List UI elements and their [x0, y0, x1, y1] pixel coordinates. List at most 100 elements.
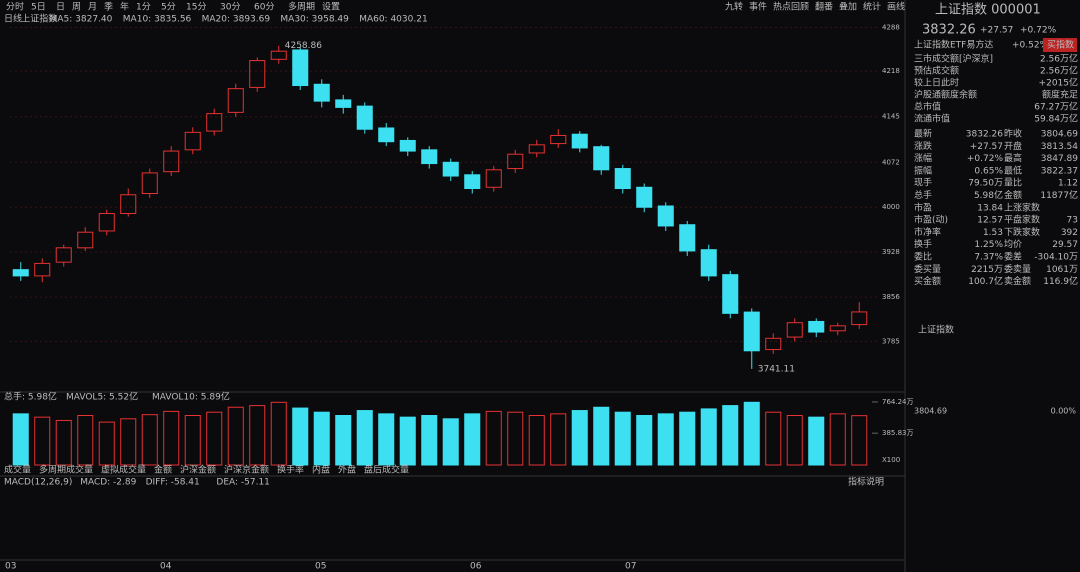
volume-bar [550, 413, 567, 466]
indicator-tab[interactable]: 多周期成交量 [39, 464, 93, 476]
y-tick-label: 764.24万 [882, 398, 914, 406]
toolbar-button[interactable]: 15分 [186, 2, 206, 13]
toolbar-button[interactable]: 年 [120, 1, 129, 13]
indicator-tab[interactable]: 沪深金额 [180, 464, 216, 476]
candle-body [657, 205, 674, 227]
toolbar-button[interactable]: 设置 [322, 2, 340, 13]
toolbar-button[interactable]: 分时 [6, 1, 24, 13]
toolbar-button[interactable]: 事件 [749, 1, 767, 13]
indicator-tab[interactable]: 外盘 [338, 464, 356, 476]
quote-label: 金额 [1004, 189, 1022, 201]
toolbar-button[interactable]: 日 [56, 2, 65, 13]
quote-value: 7.37% [974, 253, 1003, 263]
toolbar-button[interactable]: 30分 [220, 2, 240, 13]
etf-pct: +0.52% [1012, 41, 1049, 51]
mini-base: 3804.69 [914, 407, 947, 416]
toolbar-button[interactable]: 5日 [31, 2, 46, 13]
quote-value: 29.57 [1052, 240, 1078, 250]
volume-bar [851, 415, 868, 466]
low-annotation: 3741.11 [758, 364, 795, 374]
candle-body [485, 169, 502, 188]
quote-value: 5.98亿 [974, 189, 1003, 201]
toolbar-button[interactable]: 季 [104, 1, 113, 13]
quote-value: 1.12 [1058, 179, 1078, 189]
toolbar-button[interactable]: 叠加 [839, 2, 857, 13]
candle-body [141, 172, 158, 195]
candle-body [55, 247, 72, 263]
candle-body [206, 113, 223, 132]
summary-value: 59.84万亿 [1034, 113, 1078, 125]
macd-help[interactable]: 指标说明 [848, 476, 884, 488]
candle-body [98, 212, 115, 232]
candle-body [227, 88, 244, 113]
quote-value: 13.84 [977, 203, 1003, 213]
candle-body [399, 139, 416, 152]
toolbar-button[interactable]: 1分 [136, 2, 151, 13]
quote-label: 市盈 [914, 201, 932, 213]
quote-label: 卖金额 [1004, 275, 1031, 287]
volume-bar [98, 421, 115, 466]
ma-legend: MA30: 3958.49 [280, 15, 349, 25]
volume-bar [442, 418, 459, 466]
toolbar-button[interactable]: 翻番 [815, 1, 833, 13]
volume-bar [657, 413, 674, 466]
quote-label: 涨跌 [914, 141, 932, 152]
quote-label: 均价 [1004, 238, 1022, 250]
etf-button-bg[interactable] [1043, 38, 1077, 52]
indicator-tab[interactable]: 金额 [154, 464, 172, 476]
summary-value: 额度充足 [1042, 89, 1078, 101]
volume-bar [184, 415, 201, 466]
toolbar-button[interactable]: 周 [72, 2, 81, 13]
toolbar-button[interactable]: 多周期 [288, 1, 315, 13]
candle-body [249, 60, 266, 88]
quote-pct: +0.72% [1020, 26, 1057, 36]
indicator-tab[interactable]: 成交量 [4, 464, 31, 476]
y-tick-label: 3856 [882, 293, 900, 301]
quote-value: 1.53 [983, 228, 1003, 238]
toolbar-button[interactable]: 画线 [887, 1, 905, 13]
x-tick-label: 06 [470, 562, 482, 572]
indicator-tab[interactable]: 换手率 [277, 464, 304, 476]
volume-bar [679, 411, 696, 466]
quote-value: 1061万 [1046, 265, 1078, 275]
summary-value: +2015亿 [1039, 77, 1078, 89]
summary-label: 总市值 [914, 101, 941, 113]
macd-legend: DIFF: -58.41 [146, 478, 200, 488]
y-tick-label: 385.83万 [882, 429, 914, 437]
quote-value: 1.25% [974, 240, 1003, 250]
toolbar-button[interactable]: 热点回顾 [773, 1, 809, 13]
summary-value: 2.56万亿 [1040, 53, 1078, 65]
quote-value: 3822.37 [1041, 166, 1078, 176]
indicator-tab[interactable]: 沪深京金额 [224, 464, 269, 476]
quote-label: 委买量 [914, 263, 941, 275]
candle-body [765, 337, 782, 351]
indicator-tab[interactable]: 虚拟成交量 [101, 464, 146, 476]
y-tick-label: 3928 [882, 248, 900, 256]
quote-label: 买金额 [914, 275, 941, 287]
toolbar-button[interactable]: 统计 [863, 1, 881, 13]
toolbar-button[interactable]: 60分 [254, 2, 274, 13]
candle-body [528, 144, 545, 154]
toolbar-button[interactable]: 九转 [725, 1, 743, 13]
candle-body [378, 127, 395, 143]
candle-body [636, 186, 653, 208]
toolbar-button[interactable]: 5分 [161, 2, 176, 13]
quote-label: 委比 [914, 251, 932, 263]
quote-value: +27.57 [970, 142, 1003, 152]
etf-button[interactable]: 买指数 [1047, 39, 1074, 51]
summary-label: 较上日此时 [914, 77, 959, 89]
volume-bar [270, 401, 287, 466]
candle-body [507, 153, 524, 170]
y-tick-label: 4072 [882, 158, 900, 166]
toolbar-button[interactable]: 月 [88, 2, 97, 13]
candle-body [421, 149, 438, 165]
volume-bar [765, 411, 782, 466]
indicator-tab[interactable]: 盘后成交量 [364, 464, 409, 476]
indicator-tab[interactable]: 内盘 [312, 464, 330, 476]
summary-label: 流通市值 [914, 113, 950, 125]
high-annotation: 4258.86 [285, 41, 322, 51]
volume-bar [464, 413, 481, 466]
unit-label: X100 [882, 456, 900, 464]
volume-bar [722, 405, 739, 466]
candle-body [722, 274, 739, 314]
